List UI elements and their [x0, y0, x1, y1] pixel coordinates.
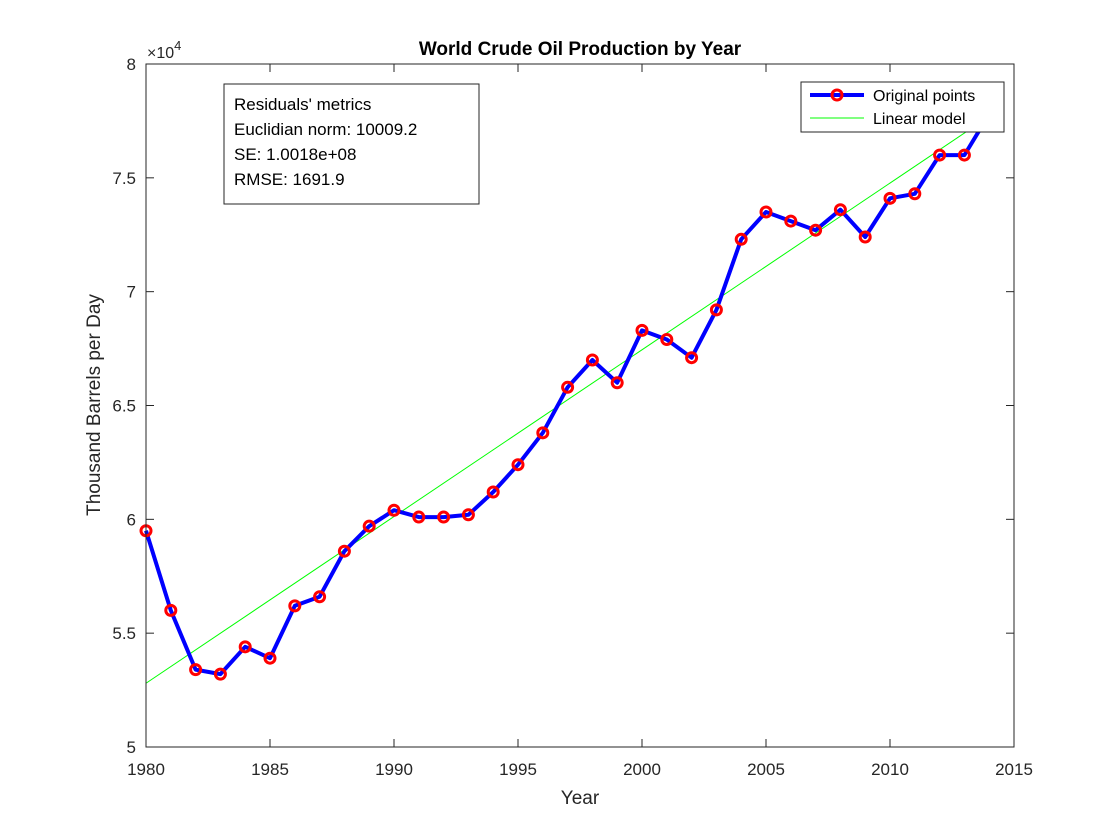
y-tick-label-1: 5.5 — [112, 624, 136, 643]
y-tick-label-5: 7.5 — [112, 169, 136, 188]
data-point-2010 — [883, 191, 897, 205]
linear-model-layer — [145, 115, 990, 684]
legend-linear-model-label: Linear model — [873, 111, 966, 128]
data-point-2011 — [908, 187, 922, 201]
data-point-2013 — [957, 148, 971, 162]
y-tick-label-2: 6 — [127, 510, 136, 529]
data-point-2008 — [833, 203, 847, 217]
data-point-1988 — [337, 544, 351, 558]
data-point-1986 — [288, 599, 302, 613]
data-point-1983 — [213, 667, 227, 681]
metrics-line-euclidian-norm: Euclidian norm: 10009.2 — [234, 120, 417, 139]
data-point-2003 — [709, 303, 723, 317]
data-point-1984 — [238, 640, 252, 654]
data-point-1989 — [362, 519, 376, 533]
data-point-1981 — [164, 603, 178, 617]
data-point-2006 — [784, 214, 798, 228]
data-point-2009 — [858, 230, 872, 244]
data-point-2002 — [685, 351, 699, 365]
metrics-line-heading: Residuals' metrics — [234, 95, 371, 114]
y-tick-label-4: 7 — [127, 283, 136, 302]
chart-title: World Crude Oil Production by Year — [419, 39, 742, 60]
residual-metrics-box: Residuals' metrics Euclidian norm: 10009… — [223, 83, 480, 205]
data-point-2000 — [635, 323, 649, 337]
legend-original-points-label: Original points — [873, 88, 975, 105]
y-tick-label-6: 8 — [127, 55, 136, 74]
data-point-1985 — [263, 651, 277, 665]
data-point-1996 — [536, 426, 550, 440]
data-point-1997 — [561, 380, 575, 394]
x-axis-label: Year — [561, 788, 600, 809]
y-axis-exponent-base: ×10 — [147, 45, 174, 62]
data-point-2007 — [809, 223, 823, 237]
legend-original-points-marker — [830, 88, 844, 102]
x-tick-label-2005: 2005 — [747, 760, 785, 779]
data-point-2001 — [660, 332, 674, 346]
data-point-1999 — [610, 376, 624, 390]
data-point-1994 — [486, 485, 500, 499]
y-axis-exponent-power: 4 — [174, 38, 181, 53]
legend: Original points Linear model — [800, 81, 1005, 133]
x-tick-label-1980: 1980 — [127, 760, 165, 779]
data-point-2005 — [759, 205, 773, 219]
original-points-layer — [139, 107, 996, 681]
y-axis-label: Thousand Barrels per Day — [84, 294, 105, 516]
data-point-1998 — [585, 353, 599, 367]
original-points-line — [144, 113, 991, 677]
y-axis-exponent: ×104 — [147, 38, 181, 62]
data-point-1995 — [511, 458, 525, 472]
data-point-1992 — [437, 510, 451, 524]
data-point-2004 — [734, 232, 748, 246]
x-tick-label-2015: 2015 — [995, 760, 1033, 779]
x-tick-label-1985: 1985 — [251, 760, 289, 779]
y-tick-label-3: 6.5 — [112, 397, 136, 416]
x-tick-label-2000: 2000 — [623, 760, 661, 779]
metrics-box-border — [223, 83, 480, 205]
linear-model-line — [145, 115, 990, 684]
data-point-1993 — [461, 508, 475, 522]
data-point-1991 — [412, 510, 426, 524]
data-point-2012 — [933, 148, 947, 162]
data-point-1982 — [189, 663, 203, 677]
x-tick-label-2010: 2010 — [871, 760, 909, 779]
metrics-line-rmse: RMSE: 1691.9 — [234, 170, 345, 189]
data-point-1987 — [313, 590, 327, 604]
x-tick-label-1995: 1995 — [499, 760, 537, 779]
ticks-layer: 1980 1985 1990 1995 2000 2005 2010 2015 5 5.5 6 6.5… — [112, 55, 1033, 779]
data-point-1990 — [387, 503, 401, 517]
y-tick-label-0: 5 — [127, 738, 136, 757]
metrics-line-se: SE: 1.0018e+08 — [234, 145, 356, 164]
x-tick-label-1990: 1990 — [375, 760, 413, 779]
